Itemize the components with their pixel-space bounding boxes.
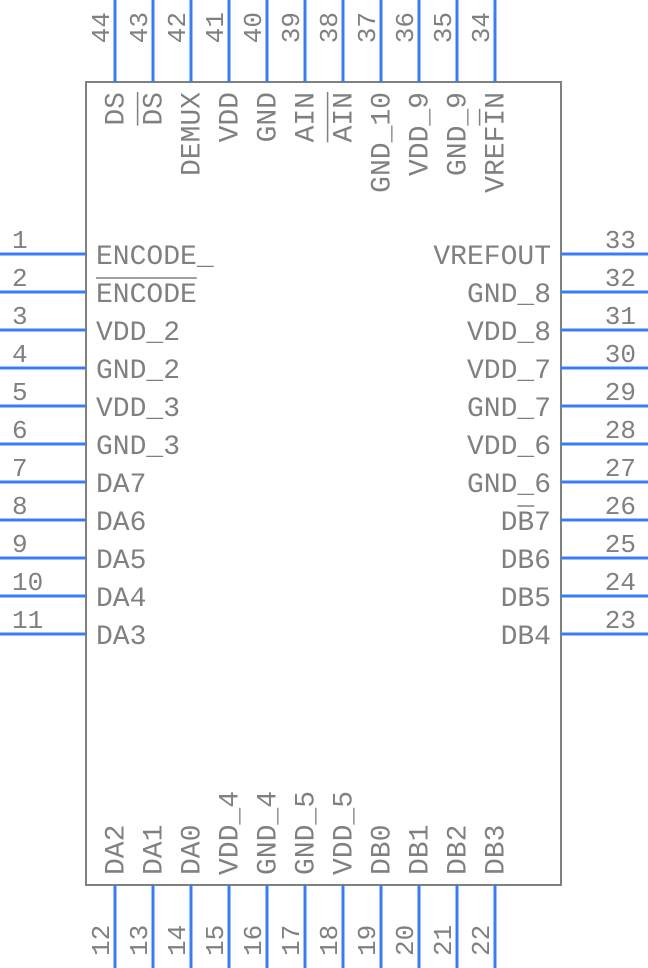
pin-32-number: 32: [605, 264, 636, 294]
pin-29-label: GND_7: [467, 394, 551, 425]
pin-40-label: GND: [253, 92, 284, 142]
pin-7-number: 7: [12, 454, 28, 484]
pin-13-label: DA1: [139, 825, 170, 875]
pin-32-label: GND_8: [467, 280, 551, 311]
pin-3-number: 3: [12, 302, 28, 332]
pin-19-label: DB0: [367, 825, 398, 875]
pin-37-number: 37: [353, 12, 383, 43]
pin-43-label: DS: [139, 92, 170, 126]
pin-35-label: GND_9: [443, 92, 474, 176]
pin-35-number: 35: [429, 12, 459, 43]
pin-14-label: DA0: [177, 825, 208, 875]
pin-37-label: GND_10: [367, 92, 398, 193]
pin-6-number: 6: [12, 416, 28, 446]
ic-pinout-svg: 1 ENCODE_ 2 ENCODE 3 VDD_2 4 GND_2 5 VDD_3 6 GND_3 7…: [0, 0, 648, 968]
pin-29-number: 29: [605, 378, 636, 408]
pin-38-label: AIN: [329, 92, 360, 142]
pin-2-label: ENCODE: [96, 280, 197, 311]
pin-25-label: DB6: [501, 546, 551, 577]
pin-7-label: DA7: [96, 470, 146, 501]
pin-5-label: VDD_3: [96, 394, 180, 425]
pin-6-label: GND_3: [96, 432, 180, 463]
pin-38-number: 38: [315, 12, 345, 43]
pin-30-number: 30: [605, 340, 636, 370]
pin-39-number: 39: [277, 12, 307, 43]
pin-17-number: 17: [277, 925, 307, 956]
pin-25-number: 25: [605, 530, 636, 560]
pin-31-label: VDD_8: [467, 318, 551, 349]
pin-2-number: 2: [12, 264, 28, 294]
pin-21-label: DB2: [443, 825, 474, 875]
pin-23-number: 23: [605, 606, 636, 636]
pin-41-number: 41: [201, 12, 231, 43]
pin-10-label: DA4: [96, 584, 146, 615]
pin-8-number: 8: [12, 492, 28, 522]
pin-31-number: 31: [605, 302, 636, 332]
pin-42-label: DEMUX: [177, 92, 208, 176]
pin-1-label: ENCODE_: [96, 242, 214, 273]
pin-33-number: 33: [605, 226, 636, 256]
pin-5-number: 5: [12, 378, 28, 408]
pin-28-number: 28: [605, 416, 636, 446]
pin-30-label: VDD_7: [467, 356, 551, 387]
pin-36-label: VDD_9: [405, 92, 436, 176]
pin-13-number: 13: [125, 925, 155, 956]
pin-9-label: DA5: [96, 546, 146, 577]
pin-44-label: DS: [101, 92, 132, 126]
pin-3-label: VDD_2: [96, 318, 180, 349]
pin-27-label: GND_6: [467, 470, 551, 501]
pin-11-number: 11: [12, 606, 43, 636]
pin-18-label: VDD_5: [329, 791, 360, 875]
pin-40-number: 40: [239, 12, 269, 43]
pin-11-label: DA3: [96, 622, 146, 653]
pin-26-number: 26: [605, 492, 636, 522]
pin-26-label: DB7: [501, 508, 551, 539]
pin-16-number: 16: [239, 925, 269, 956]
pin-10-number: 10: [12, 568, 43, 598]
pin-18-number: 18: [315, 925, 345, 956]
pin-14-number: 14: [163, 925, 193, 956]
pin-17-label: GND_5: [291, 791, 322, 875]
pin-15-label: VDD_4: [215, 791, 246, 875]
pin-22-number: 22: [467, 925, 497, 956]
pin-15-number: 15: [201, 925, 231, 956]
pin-4-label: GND_2: [96, 356, 180, 387]
pin-20-label: DB1: [405, 825, 436, 875]
pin-42-number: 42: [163, 12, 193, 43]
pin-21-number: 21: [429, 925, 459, 956]
pin-43-number: 43: [125, 12, 155, 43]
pin-8-label: DA6: [96, 508, 146, 539]
pin-24-number: 24: [605, 568, 636, 598]
pin-36-number: 36: [391, 12, 421, 43]
pin-12-label: DA2: [101, 825, 132, 875]
pin-19-number: 19: [353, 925, 383, 956]
pin-28-label: VDD_6: [467, 432, 551, 463]
pin-4-number: 4: [12, 340, 28, 370]
pin-34-label: VREFIN: [481, 92, 512, 193]
pin-12-number: 12: [87, 925, 117, 956]
pin-27-number: 27: [605, 454, 636, 484]
pin-44-number: 44: [87, 12, 117, 43]
pin-23-label: DB4: [501, 622, 551, 653]
pin-16-label: GND_4: [253, 791, 284, 875]
pin-39-label: AIN: [291, 92, 322, 142]
pin-20-number: 20: [391, 925, 421, 956]
pin-33-label: VREFOUT: [433, 242, 551, 273]
pin-9-number: 9: [12, 530, 28, 560]
pin-34-number: 34: [467, 12, 497, 43]
pin-24-label: DB5: [501, 584, 551, 615]
pin-22-label: DB3: [481, 825, 512, 875]
pin-1-number: 1: [12, 226, 28, 256]
pin-41-label: VDD: [215, 92, 246, 142]
